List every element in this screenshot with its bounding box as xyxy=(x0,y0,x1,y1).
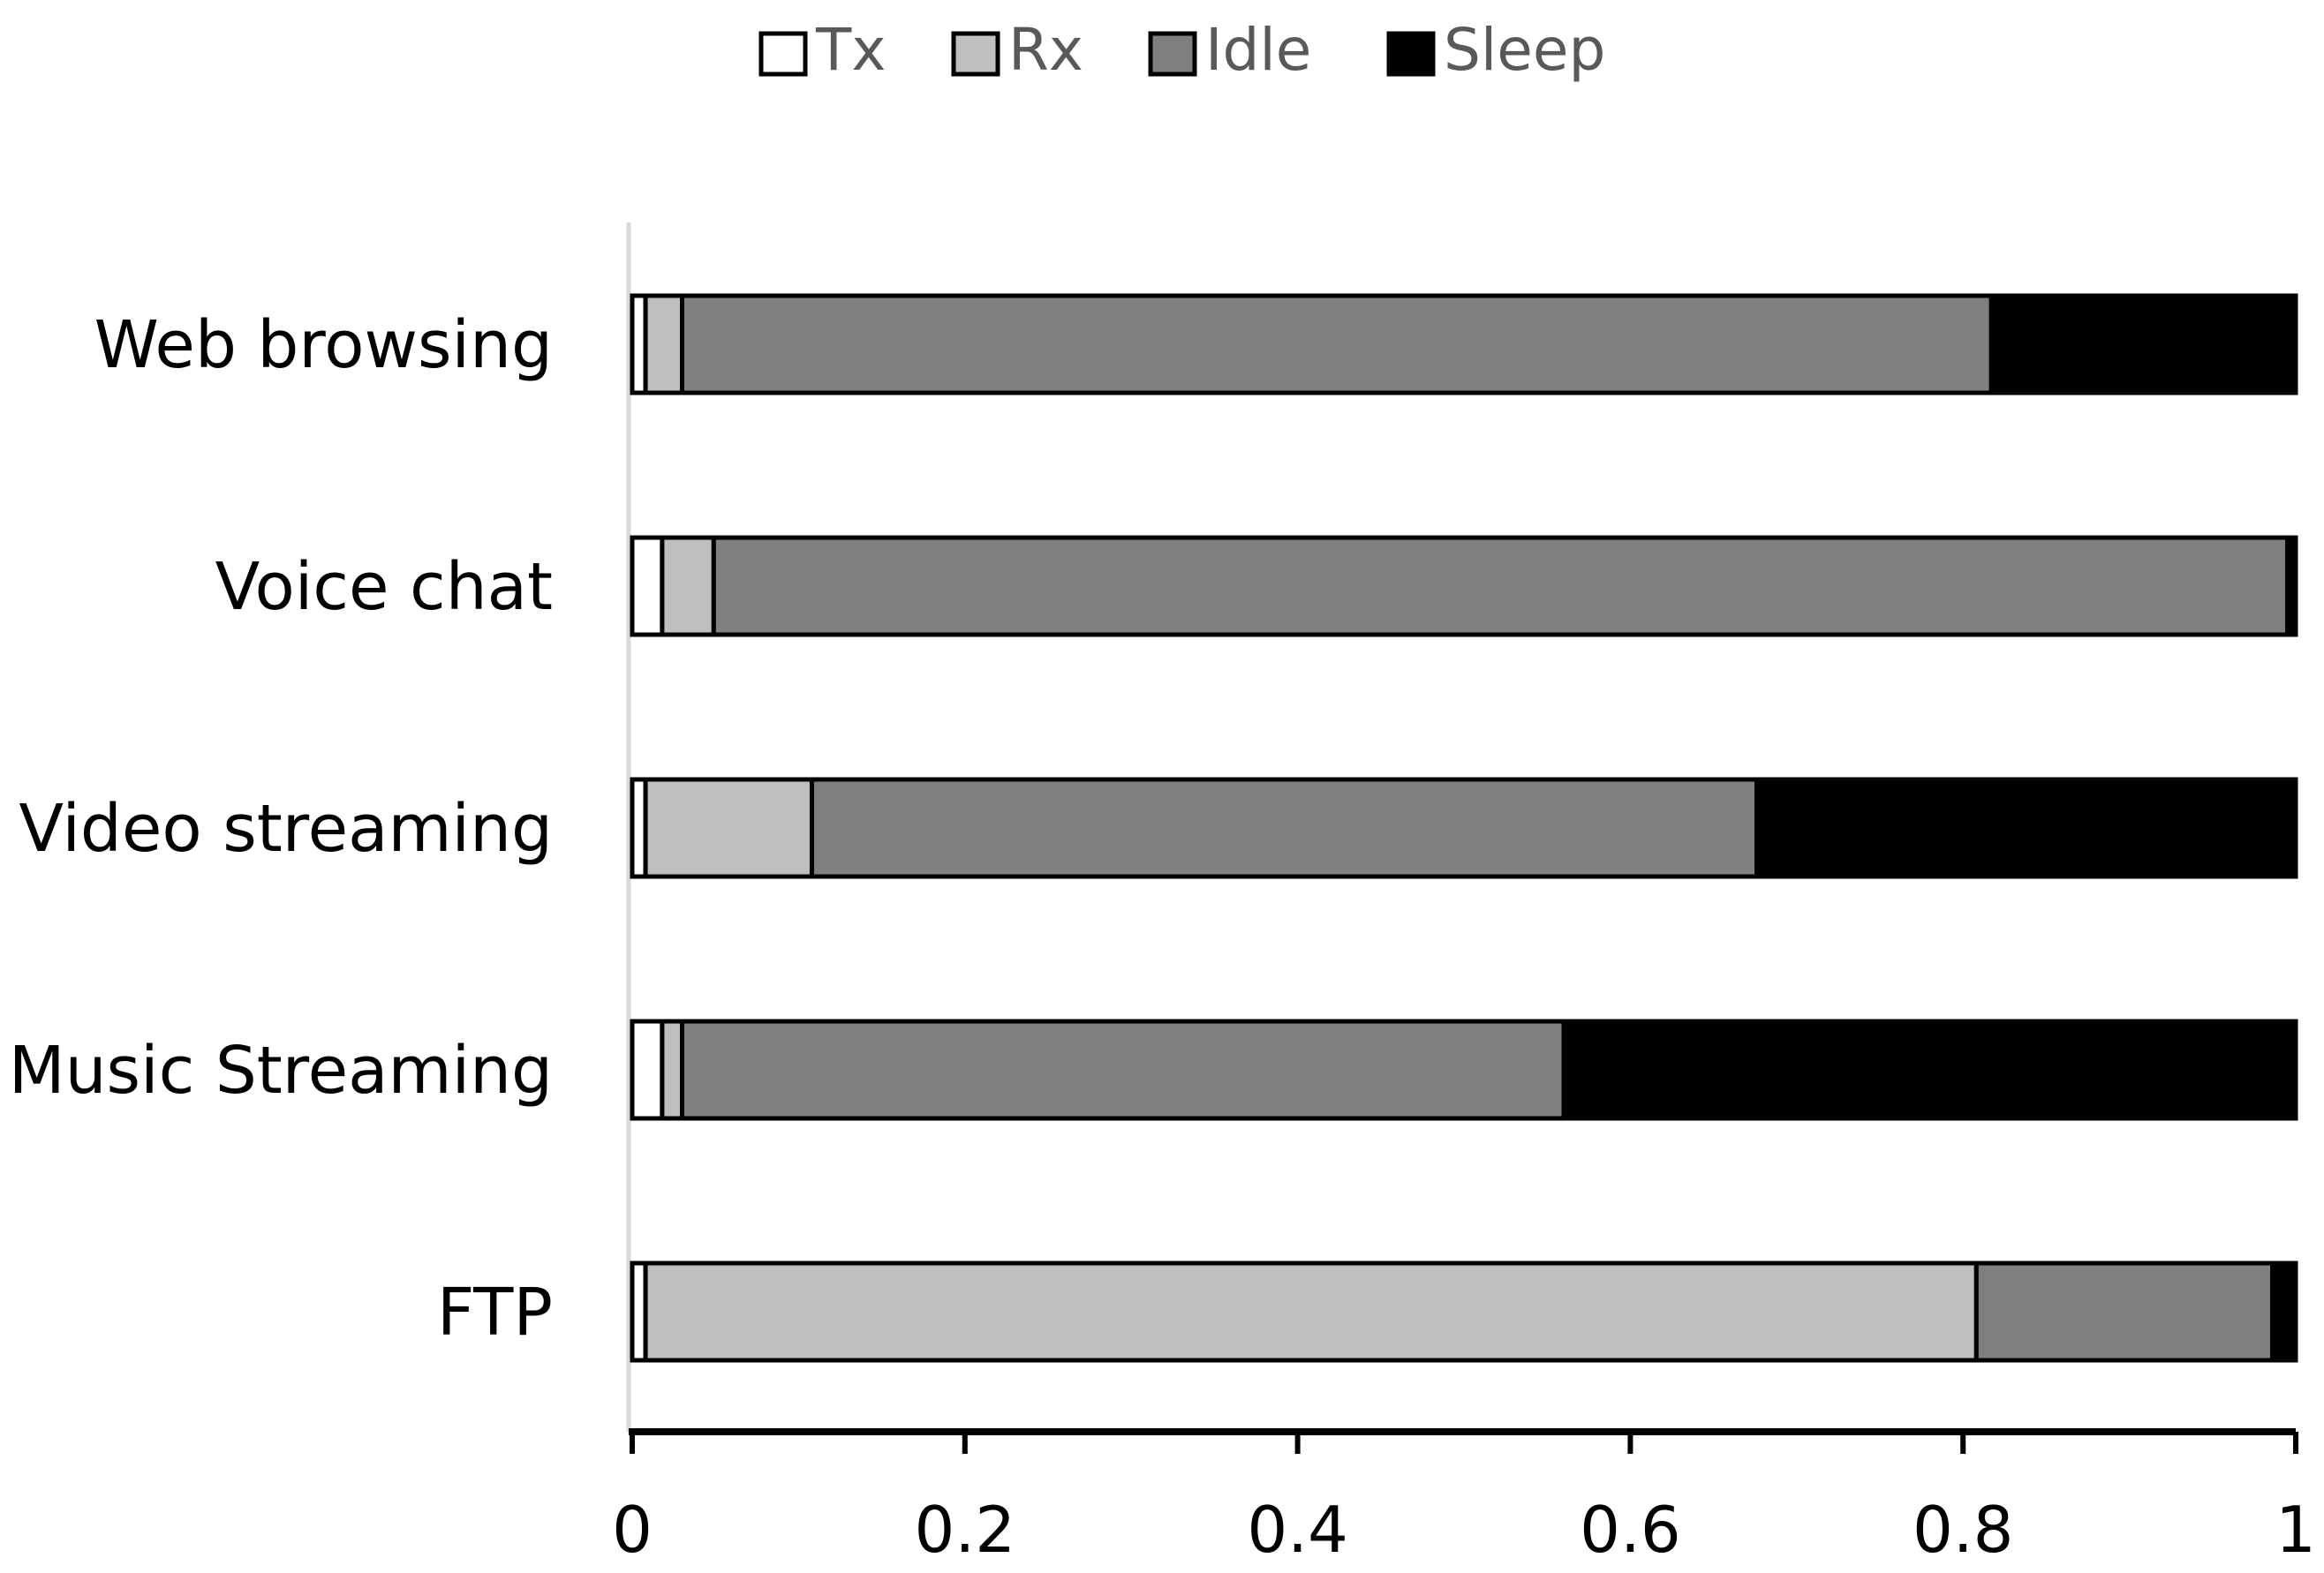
category-label-4: FTP xyxy=(437,1275,553,1351)
x-tick-label-3: 0.6 xyxy=(1580,1493,1681,1567)
legend-swatch-sleep xyxy=(1386,31,1436,77)
bar-segment-idle-3 xyxy=(680,1019,1566,1121)
x-tick-label-2: 0.4 xyxy=(1247,1493,1348,1567)
bar-segment-sleep-4 xyxy=(2270,1261,2298,1363)
bar-segment-rx-2 xyxy=(643,777,814,879)
legend: Tx Rx Idle Sleep xyxy=(758,16,1605,84)
legend-swatch-tx xyxy=(758,31,808,77)
x-tick-label-1: 0.2 xyxy=(915,1493,1016,1567)
bar-segment-sleep-1 xyxy=(2285,535,2298,637)
bar-segment-tx-1 xyxy=(630,535,665,637)
legend-label-rx: Rx xyxy=(1008,16,1083,84)
category-label-2: Video streaming xyxy=(19,791,553,867)
bars xyxy=(630,293,2298,1363)
legend-label-tx: Tx xyxy=(815,16,886,84)
bar-segment-tx-3 xyxy=(630,1019,665,1121)
x-tick-label-0: 0 xyxy=(612,1493,653,1567)
bar-segment-rx-4 xyxy=(643,1261,1979,1363)
bar-segment-idle-4 xyxy=(1973,1261,2275,1363)
bar-segment-rx-3 xyxy=(660,1019,685,1121)
legend-swatch-idle xyxy=(1148,31,1197,77)
bar-segment-rx-0 xyxy=(643,293,685,395)
x-tick-label-5: 1 xyxy=(2275,1493,2316,1567)
x-tick-label-4: 0.8 xyxy=(1913,1493,2014,1567)
x-axis-ticks: 0 0.2 0.4 0.6 0.8 1 xyxy=(612,1432,2316,1567)
bar-segment-idle-1 xyxy=(711,535,2290,637)
legend-swatch-rx xyxy=(951,31,1000,77)
category-label-0: Web browsing xyxy=(94,307,553,383)
category-label-1: Voice chat xyxy=(215,549,553,625)
bar-segment-rx-1 xyxy=(660,535,716,637)
bar-segment-idle-0 xyxy=(680,293,1994,395)
category-labels: Web browsing Voice chat Video streaming Mus… xyxy=(9,307,553,1351)
category-label-3: Music Streaming xyxy=(9,1033,553,1109)
bar-segment-sleep-0 xyxy=(1988,293,2298,395)
bar-segment-sleep-3 xyxy=(1561,1019,2298,1121)
legend-label-idle: Idle xyxy=(1205,16,1311,84)
legend-label-sleep: Sleep xyxy=(1444,16,1605,84)
bar-segment-sleep-2 xyxy=(1754,777,2298,879)
bar-segment-idle-2 xyxy=(809,777,1760,879)
